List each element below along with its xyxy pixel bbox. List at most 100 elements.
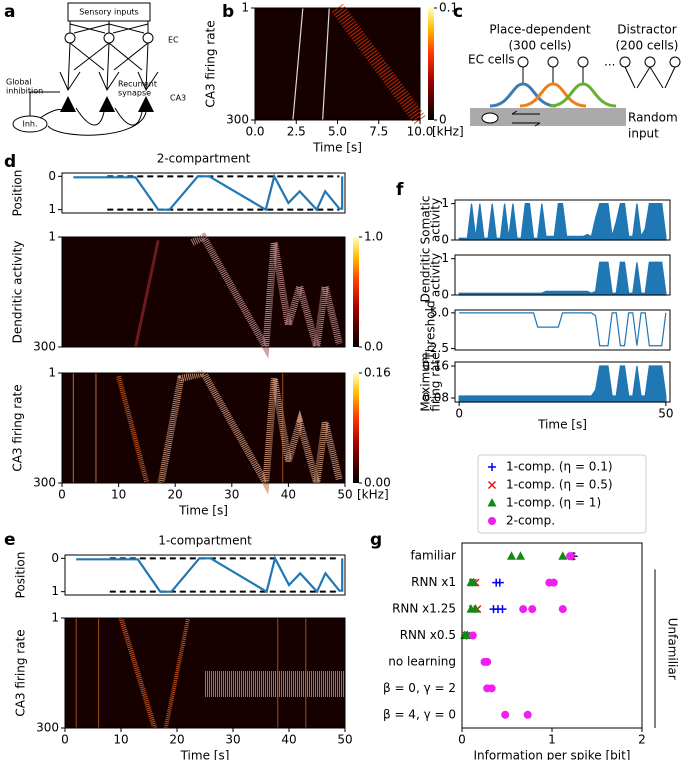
marker [519, 605, 528, 614]
plot-frame [64, 617, 346, 729]
label: input [628, 127, 659, 141]
y-axis-label: Position [11, 170, 25, 217]
x-axis-label: Time [s] [537, 418, 587, 432]
y-tick-label: 1 [241, 1, 249, 15]
x-tick-label: 0 [458, 733, 466, 747]
y-tick-label: 0 [441, 233, 449, 247]
recurrent [47, 107, 147, 136]
colorbar [428, 8, 434, 120]
ca3-cell [60, 96, 76, 112]
plot-frame [61, 236, 346, 348]
legend-label: 2-comp. [506, 514, 555, 528]
panel-label: a [4, 2, 15, 22]
label: EC cells [468, 53, 515, 67]
label: CA3 [170, 94, 186, 103]
x-tick-label: 5.0 [328, 125, 347, 139]
heatmap-texture [322, 7, 330, 121]
label: Place-dependent [489, 23, 590, 37]
heatmap-texture [116, 375, 150, 484]
ec-cell [644, 56, 656, 68]
colorbar-tick-label: 1.0 [364, 230, 383, 244]
x-tick-label: 20 [169, 733, 184, 747]
dendrite [59, 71, 159, 92]
colorbar-tick-label: 0.1 [439, 1, 458, 15]
y-tick-label: 2.5 [430, 341, 449, 355]
colorbar-tick-label: 0 [439, 113, 447, 127]
y-axis-label: Threshold [424, 300, 438, 360]
y-axis-label: CA3 firing rate [204, 20, 218, 107]
y-axis-label: Somatic [419, 196, 433, 245]
plot-frame [461, 542, 643, 729]
heatmap-texture [134, 239, 160, 348]
y-axis-label: Maximum [419, 352, 433, 411]
panel-label: b [222, 2, 234, 22]
x-tick-label: 7.5 [369, 125, 388, 139]
direction-arrow [511, 110, 541, 127]
marker [558, 551, 568, 560]
legend-label: 1-comp. (η = 0.5) [506, 478, 613, 492]
panel-label: c [453, 2, 463, 22]
y-tick-label: RNN x0.5 [400, 628, 456, 642]
label: Global [6, 78, 32, 87]
heatmap-texture [190, 232, 343, 359]
y-tick-label: 0 [51, 551, 59, 565]
ec-cell [547, 56, 559, 68]
y-axis-label: CA3 firing rate [14, 629, 28, 716]
label: (200 cells) [616, 39, 679, 53]
x-tick-label: 2 [638, 733, 646, 747]
y-tick-label: no learning [388, 654, 456, 668]
mouse [481, 112, 499, 124]
x-tick-label: 50 [337, 733, 352, 747]
connection [67, 42, 149, 91]
colorbar-tick-label: 0.0 [364, 340, 383, 354]
plot-frame [454, 361, 671, 403]
y-tick-label: familiar [410, 549, 456, 563]
chart-title: 2-compartment [157, 152, 251, 166]
ec-cell [103, 32, 115, 44]
marker [469, 577, 479, 587]
x-axis-label: Time [s] [312, 141, 362, 155]
heatmap-texture [292, 7, 304, 121]
colorbar [353, 373, 359, 483]
ec-cell [619, 56, 631, 68]
marker [498, 605, 507, 614]
x-tick-label: 10.0 [407, 125, 434, 139]
connection [522, 66, 676, 89]
diagram-a: Sensory inputs EC CA3 Inh. Global inhibi… [6, 2, 186, 136]
x-tick-label: 0.0 [245, 125, 264, 139]
tuning-curve [489, 82, 557, 108]
x-tick-label: 0 [58, 488, 66, 502]
legend-marker [487, 480, 497, 490]
y-tick-label: 5.0 [430, 305, 449, 319]
marker [558, 605, 567, 614]
ec-cell [517, 56, 529, 68]
panel-label: d [4, 152, 16, 172]
colorbar-tick-label: 0.16 [364, 366, 391, 380]
x-tick-label: 30 [225, 733, 240, 747]
plot-frame [61, 172, 346, 214]
y-tick-label: β = 0, γ = 2 [383, 681, 456, 695]
ec-cell [669, 56, 681, 68]
ca3-cell [138, 96, 154, 112]
x-tick-label: 50 [337, 488, 352, 502]
heatmap-texture [163, 617, 191, 729]
y-axis-label: activity [429, 253, 443, 297]
x-tick-label: 40 [281, 488, 296, 502]
y-tick-label: 300 [33, 340, 56, 354]
marker [471, 604, 480, 613]
panel-label: f [396, 180, 404, 200]
bracket-label: Unfamiliar [666, 618, 680, 680]
label: Distractor [617, 23, 676, 37]
label: ... [604, 55, 615, 69]
marker [528, 605, 537, 614]
x-axis-label: Information per spike [bit] [474, 749, 631, 760]
x-tick-label: 10 [111, 488, 126, 502]
track [470, 108, 626, 126]
y-axis-label: Position [14, 552, 28, 599]
legend-box [477, 454, 647, 534]
marker [483, 657, 492, 666]
y-tick-label: 0 [48, 169, 56, 183]
marker [468, 631, 477, 640]
y-axis-label: firing rate [429, 352, 443, 411]
